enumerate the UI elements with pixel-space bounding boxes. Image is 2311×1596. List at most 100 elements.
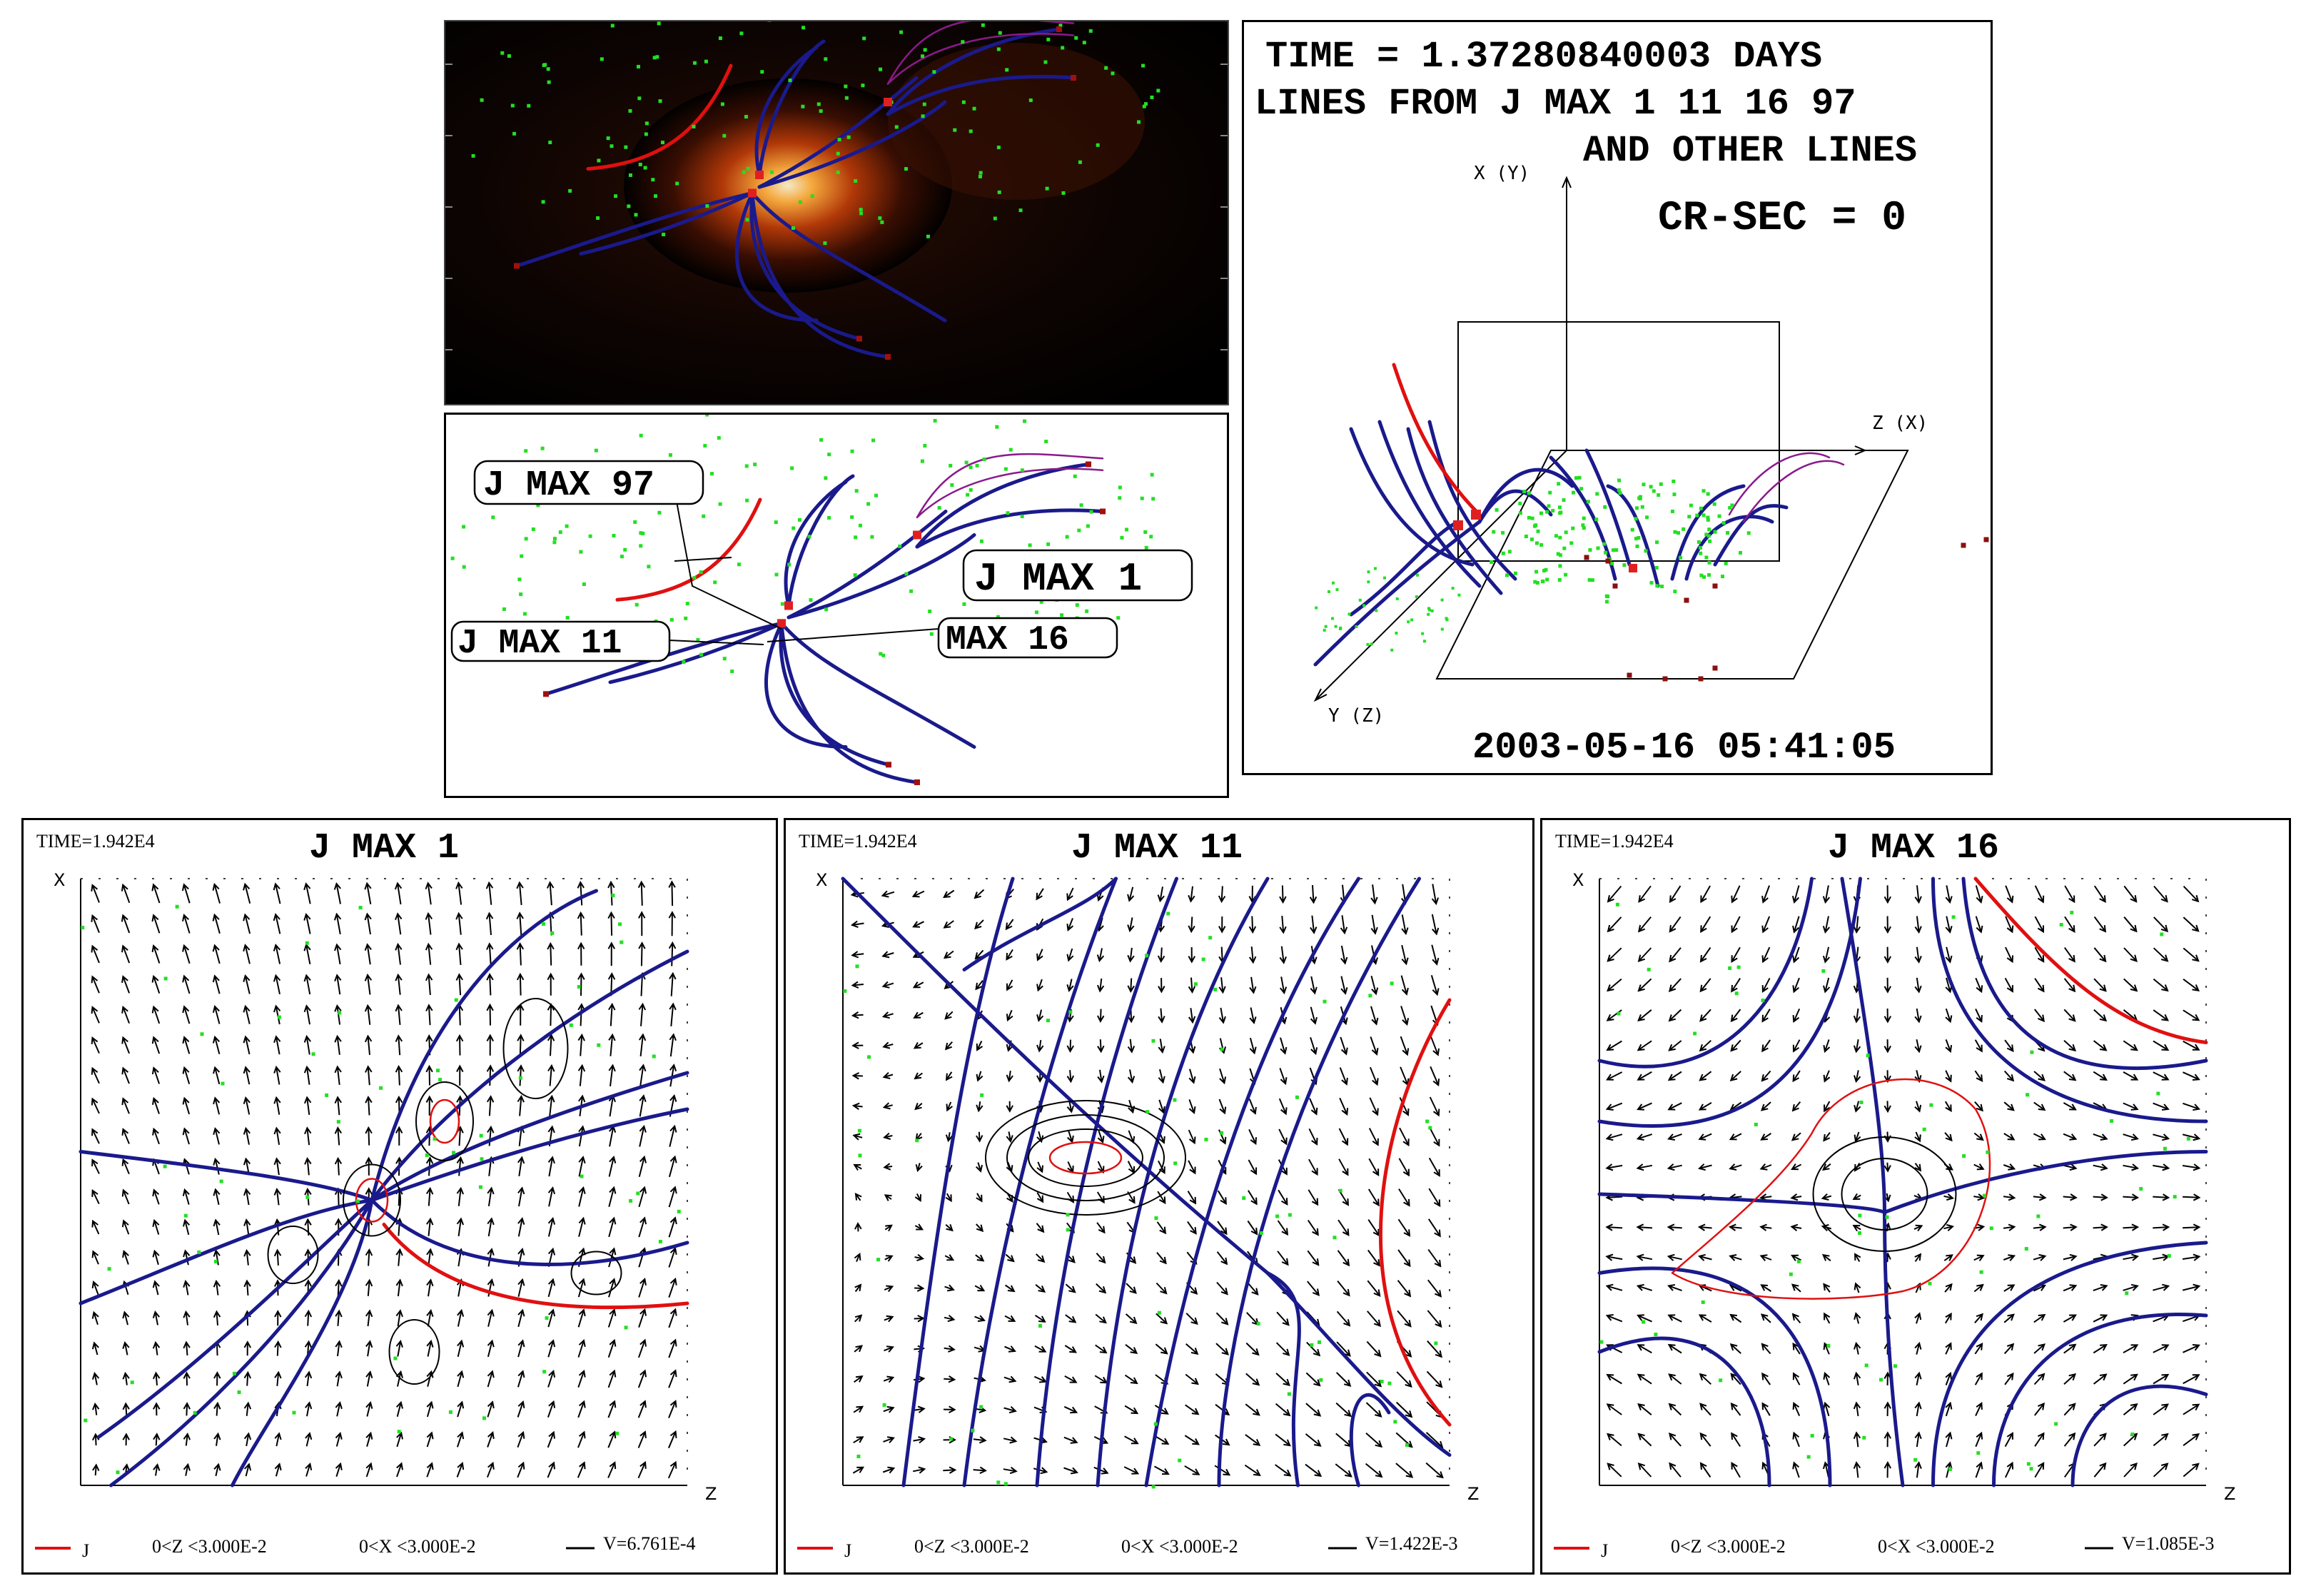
vector-arrow [1883, 1162, 1891, 1173]
particle-dot [1393, 1420, 1397, 1424]
vector-arrow [457, 1400, 465, 1418]
vector-arrow [1066, 948, 1074, 962]
vector-arrow [2063, 1009, 2076, 1022]
vector-arrow [2123, 947, 2138, 963]
particle-dot [1427, 612, 1430, 616]
vector-arrow [517, 1064, 525, 1086]
particle-dot [1556, 552, 1560, 556]
vector-arrow [517, 1430, 525, 1448]
vector-arrow [1155, 1343, 1168, 1355]
vector-arrow [335, 1309, 343, 1326]
particle-dot [1672, 479, 1676, 483]
particle-dot [1558, 553, 1562, 557]
vector-arrow [1823, 977, 1831, 994]
vector-arrow [1154, 1435, 1170, 1445]
vector-arrow [364, 882, 372, 904]
particle-dot [1141, 64, 1146, 68]
vector-arrow [1123, 1466, 1140, 1475]
vector-arrow [1370, 975, 1379, 996]
particle-dot [2030, 1050, 2034, 1054]
particle-dot [745, 498, 749, 502]
particle-dot [1073, 474, 1077, 478]
particle-dot [874, 493, 879, 498]
vector-arrow [854, 1252, 861, 1262]
vector-arrow [274, 1463, 282, 1477]
vector-arrow [182, 914, 191, 934]
vector-arrow [2153, 1040, 2170, 1051]
field-line [779, 621, 891, 767]
vector-arrow [91, 944, 100, 964]
particle-dot [882, 1403, 886, 1407]
vector-arrow [1730, 1373, 1741, 1385]
particle-dot [1859, 1100, 1864, 1104]
particle-dot [745, 218, 749, 222]
field-line [79, 1198, 374, 1305]
vector-arrow [152, 1310, 160, 1325]
particle-dot [1018, 208, 1023, 213]
particle-dot [928, 610, 932, 614]
vector-arrow [273, 943, 281, 964]
vector-arrow [1369, 1066, 1379, 1086]
particle-dot [628, 108, 632, 113]
field-line [1144, 877, 1360, 1488]
vector-arrow [1003, 1466, 1018, 1475]
particle-dot [627, 204, 631, 208]
vector-arrow [121, 1219, 130, 1235]
label-jmax11: J MAX 11 [450, 620, 671, 663]
vector-arrow [1761, 1372, 1771, 1385]
vector-arrow [1127, 1039, 1136, 1054]
range-x: 0<X <3.000E-2 [359, 1536, 476, 1557]
vector-arrow [1729, 1133, 1742, 1141]
vector-arrow [1370, 884, 1378, 905]
vector-arrow [1883, 1401, 1891, 1417]
vector-arrow [1188, 1099, 1196, 1115]
vector-arrow [305, 1432, 313, 1447]
particle-dot [1982, 1193, 1986, 1198]
vector-arrow [2183, 1223, 2201, 1231]
field-line [1477, 489, 1553, 524]
vector-arrow [1974, 1342, 1983, 1355]
particle-dot [500, 51, 505, 55]
vector-arrow [334, 1126, 343, 1146]
field-line [1931, 1241, 2208, 1488]
vector-arrow [1945, 1039, 1953, 1054]
vector-arrow [334, 974, 342, 995]
vector-arrow [1760, 1101, 1771, 1111]
vector-arrow [1367, 1280, 1381, 1297]
particle-dot [1655, 540, 1659, 545]
particle-dot [644, 121, 649, 126]
particle-dot [894, 125, 899, 129]
particle-dot [1657, 493, 1661, 498]
vector-arrow [2123, 1102, 2139, 1111]
vector-arrow [243, 944, 251, 964]
vector-arrow [1790, 1223, 1802, 1231]
vector-arrow [608, 1247, 617, 1268]
vector-arrow [913, 1466, 926, 1474]
vector-arrow [1340, 945, 1348, 965]
vector-arrow [1605, 1102, 1623, 1111]
vector-arrow [365, 1096, 373, 1116]
marker [1662, 676, 1668, 682]
particle-dot [600, 57, 604, 61]
vector-arrow [1914, 1312, 1922, 1324]
field-line [787, 533, 976, 620]
marker [884, 98, 892, 106]
particle-dot [953, 128, 957, 132]
vector-arrow [547, 972, 555, 996]
particle-dot [899, 30, 904, 34]
particle-dot [861, 84, 865, 88]
vector-arrow [1305, 1433, 1322, 1447]
vector-arrow [638, 1155, 647, 1177]
vector-arrow [668, 1186, 677, 1208]
vector-arrow [487, 1186, 495, 1207]
particle-dot [1390, 648, 1394, 652]
particle-dot [870, 535, 874, 539]
vector-arrow [1217, 1190, 1227, 1206]
vector-arrow [1699, 1039, 1711, 1052]
vector-arrow [547, 1216, 556, 1237]
particle-dot [692, 61, 697, 65]
vector-arrow [884, 1285, 894, 1293]
particle-dot [950, 483, 954, 488]
vector-arrow [1699, 1009, 1711, 1022]
particle-dot [596, 216, 600, 221]
